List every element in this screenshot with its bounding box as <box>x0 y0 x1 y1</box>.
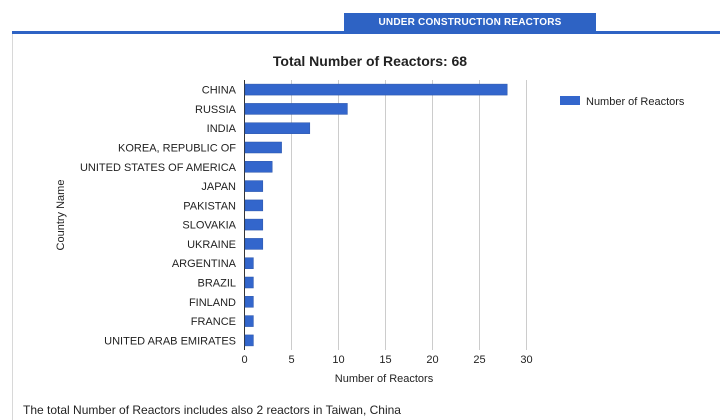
bar <box>244 257 254 269</box>
x-axis-label: Number of Reactors <box>335 373 434 385</box>
category-labels: CHINA RUSSIA INDIA KOREA, REPUBLIC OF UNITED… <box>80 85 237 348</box>
category-label: BRAZIL <box>197 278 236 290</box>
panel-left-border <box>12 34 13 420</box>
bar <box>244 141 282 154</box>
bar <box>244 238 264 250</box>
legend-label: Number of Reactors <box>586 96 685 108</box>
bar <box>244 296 254 308</box>
bar <box>244 161 273 173</box>
bar <box>244 103 348 115</box>
x-tick-labels: 0 5 10 15 20 25 30 <box>241 354 532 366</box>
category-label: SLOVAKIA <box>182 220 236 232</box>
chart-title: Total Number of Reactors: 68 <box>273 53 467 69</box>
category-label: UNITED STATES OF AMERICA <box>80 162 237 174</box>
legend-swatch <box>560 96 580 105</box>
x-tick-label: 20 <box>426 354 438 366</box>
legend: Number of Reactors <box>560 96 685 108</box>
category-label: RUSSIA <box>195 104 237 116</box>
category-label: UNITED ARAB EMIRATES <box>104 335 236 347</box>
category-label: PAKISTAN <box>183 200 236 212</box>
bar <box>244 83 508 96</box>
tab-under-construction-reactors[interactable]: UNDER CONSTRUCTION REACTORS <box>344 13 596 31</box>
bar <box>244 199 264 212</box>
x-tick-label: 15 <box>379 354 391 366</box>
reactor-bar-chart: Total Number of Reactors: 68 CHINA RUSSIA… <box>55 53 685 385</box>
bar <box>244 180 264 192</box>
bar <box>244 276 254 289</box>
x-tick-label: 25 <box>473 354 485 366</box>
category-label: INDIA <box>207 123 237 135</box>
header-rule <box>12 31 720 34</box>
category-label: CHINA <box>202 85 237 97</box>
category-label: FRANCE <box>191 316 236 328</box>
x-tick-label: 10 <box>332 354 344 366</box>
footnote: The total Number of Reactors includes al… <box>23 403 401 417</box>
x-tick-label: 0 <box>241 354 247 366</box>
category-label: KOREA, REPUBLIC OF <box>118 143 236 155</box>
bars <box>244 83 508 347</box>
category-label: ARGENTINA <box>172 258 237 270</box>
bar <box>244 315 254 327</box>
bar <box>244 122 311 134</box>
x-tick-label: 30 <box>520 354 532 366</box>
grid-lines <box>244 80 527 350</box>
category-label: UKRAINE <box>187 239 236 251</box>
bar <box>244 334 254 347</box>
category-label: FINLAND <box>189 297 236 309</box>
bar <box>244 218 264 231</box>
x-tick-label: 5 <box>288 354 294 366</box>
category-label: JAPAN <box>201 181 236 193</box>
y-axis-label: Country Name <box>55 180 67 251</box>
